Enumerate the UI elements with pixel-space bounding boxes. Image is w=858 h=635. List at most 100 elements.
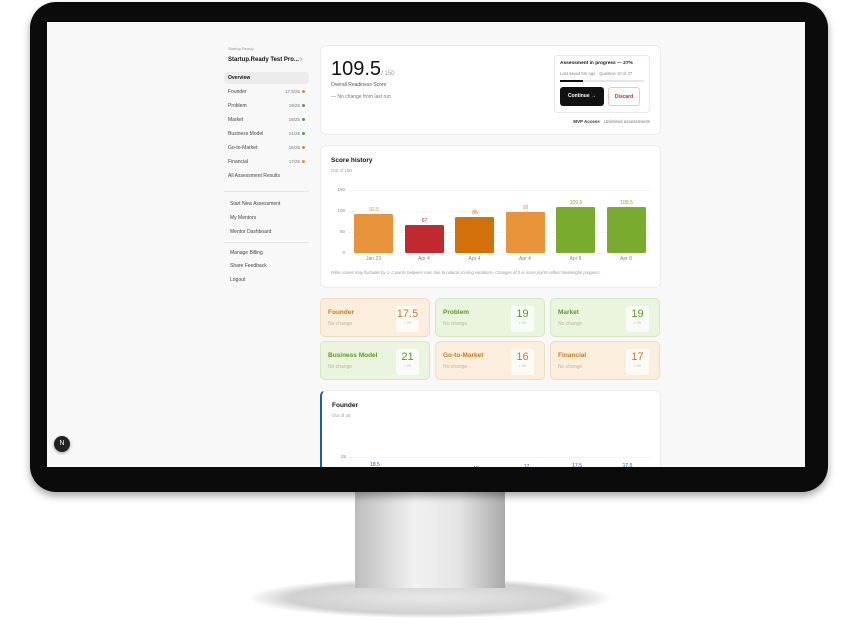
- bar[interactable]: [354, 214, 393, 253]
- bar[interactable]: [606, 207, 646, 253]
- y-tick-label: 150: [337, 187, 345, 192]
- score-value: 19: [516, 308, 529, 320]
- bar-value-label: 109.5: [569, 200, 583, 206]
- score-max: / 25: [519, 363, 526, 368]
- app-screen: Startup.Ready Startup.Ready Test Pro... …: [47, 22, 805, 467]
- sidebar-item-label: Go-to-Market: [228, 145, 258, 151]
- score-max: / 25: [404, 363, 411, 368]
- chart-title: Founder: [332, 402, 358, 409]
- category-score: 17/ 25: [626, 349, 649, 375]
- category-score: 19/ 25: [626, 306, 649, 332]
- category-name: Business Model: [328, 352, 378, 359]
- sidebar-item-business-model[interactable]: Business Model 21/25: [224, 128, 309, 140]
- score-max: / 25: [634, 363, 641, 368]
- sidebar-divider: [224, 242, 309, 243]
- progress-bar: [560, 80, 644, 82]
- progress-subtitle: Last saved 5m ago · Question 10 of 37: [560, 71, 633, 76]
- sidebar-divider: [224, 191, 309, 192]
- sidebar-item-score: 21/25: [289, 128, 305, 140]
- sidebar-item-score: 16/25: [289, 142, 305, 154]
- overall-score: 109.5/ 150: [331, 58, 394, 81]
- brand-label: Startup.Ready: [228, 46, 254, 51]
- score-text: 17/25: [288, 159, 300, 164]
- sidebar-item-founder[interactable]: Founder 17.5/25: [224, 86, 309, 98]
- x-tick-label: Apr 4: [468, 256, 481, 262]
- bar-value-label: 86: [472, 209, 478, 216]
- bar-value-label: 67: [421, 217, 428, 224]
- score-text: 21/25: [288, 131, 300, 136]
- sidebar-link-start-new-assessment[interactable]: Start New Assessment: [230, 201, 281, 207]
- assessment-progress-panel: Assessment in progress — 27% Last saved …: [554, 55, 650, 113]
- status-dot-icon: [302, 90, 305, 94]
- sidebar-link-manage-billing[interactable]: Manage Billing: [230, 250, 263, 256]
- bar-value-label: 92.5: [369, 207, 379, 214]
- score-value: 17.5: [396, 308, 419, 320]
- sidebar-item-financial[interactable]: Financial 17/25: [224, 156, 309, 168]
- score-value: 21: [401, 351, 414, 363]
- summary-card: 109.5/ 150 Overall Readiness Score — No …: [320, 45, 661, 135]
- y-tick-label: 100: [337, 208, 345, 213]
- bar-value-label: 18.5: [370, 461, 380, 467]
- score-value: 16: [516, 351, 529, 363]
- bar-value-label: 98: [522, 204, 529, 211]
- sidebar-item-score: 17.5/25: [285, 86, 305, 98]
- next-dev-badge[interactable]: N: [54, 436, 70, 452]
- gridline: [350, 456, 650, 458]
- sidebar-item-go-to-market[interactable]: Go-to-Market 16/25: [224, 142, 309, 154]
- discard-button[interactable]: Discard: [608, 87, 640, 106]
- category-change: No change: [558, 321, 583, 327]
- score-value: 19: [631, 308, 644, 320]
- category-name: Go-to-Market: [443, 352, 484, 359]
- bar-value-label: 17.5: [622, 463, 633, 467]
- plan-info: MVP Access · Unlimited assessments: [573, 119, 650, 124]
- sidebar-item-label: Founder: [228, 89, 247, 95]
- category-change: No change: [558, 364, 583, 370]
- status-dot-icon: [302, 104, 305, 108]
- category-card-business-model[interactable]: Business Model No change 21/ 25: [320, 341, 430, 380]
- sidebar-link-logout[interactable]: Logout: [230, 277, 246, 283]
- bar[interactable]: [556, 207, 595, 253]
- category-score: 16/ 25: [511, 349, 534, 375]
- bar[interactable]: [404, 224, 444, 253]
- bar-value-label: 16: [456, 466, 496, 467]
- progress-fill: [560, 80, 583, 82]
- y-tick-label: 0: [342, 250, 345, 255]
- sidebar-item-all-results[interactable]: All Assessment Results: [228, 173, 280, 179]
- bar-value-label: 109.5: [620, 200, 633, 206]
- sidebar-item-label: Financial: [228, 159, 249, 165]
- sidebar-link-mentor-dashboard[interactable]: Mentor Dashboard: [230, 229, 272, 235]
- category-card-financial[interactable]: Financial No change 17/ 25: [550, 341, 660, 380]
- project-title[interactable]: Startup.Ready Test Pro...: [228, 57, 299, 63]
- status-dot-icon: [302, 118, 305, 122]
- pencil-icon[interactable]: ✎: [299, 57, 304, 63]
- status-dot-icon: [302, 132, 305, 136]
- gridline: [349, 190, 649, 191]
- sidebar-item-score: 19/25: [289, 114, 305, 126]
- gridline: [349, 232, 649, 233]
- sidebar-item-label: Problem: [228, 103, 247, 109]
- sidebar-item-label: Market: [228, 117, 244, 123]
- sidebar-link-share-feedback[interactable]: Share Feedback: [230, 263, 267, 269]
- chart-subtitle: Out of 150: [331, 168, 353, 173]
- category-card-market[interactable]: Market No change 19/ 25: [550, 298, 660, 337]
- score-max: / 25: [519, 320, 526, 325]
- category-card-go-to-market[interactable]: Go-to-Market No change 16/ 25: [435, 341, 545, 380]
- chart-title: Score history: [331, 157, 373, 164]
- category-score: 19/ 25: [511, 306, 534, 332]
- continue-button[interactable]: Continue →: [560, 87, 604, 106]
- x-tick-label: Apr 4: [418, 256, 430, 262]
- bar[interactable]: [505, 211, 545, 253]
- progress-title: Assessment in progress — 27%: [560, 61, 633, 66]
- sidebar-item-market[interactable]: Market 19/25: [224, 114, 309, 126]
- bar[interactable]: [455, 216, 494, 253]
- sidebar-link-my-mentors[interactable]: My Mentors: [230, 215, 257, 221]
- sidebar-item-overview[interactable]: Overview: [224, 72, 309, 84]
- score-text: 19/25: [288, 117, 300, 122]
- x-tick-label: Apr 8: [569, 256, 582, 262]
- sidebar-item-problem[interactable]: Problem 19/25: [224, 100, 309, 112]
- category-name: Founder: [328, 309, 354, 316]
- sidebar-item-score: 19/25: [289, 100, 305, 112]
- category-card-problem[interactable]: Problem No change 19/ 25: [435, 298, 545, 337]
- category-card-founder[interactable]: Founder No change 17.5/ 25: [320, 298, 430, 337]
- x-tick-label: Apr 4: [519, 256, 531, 262]
